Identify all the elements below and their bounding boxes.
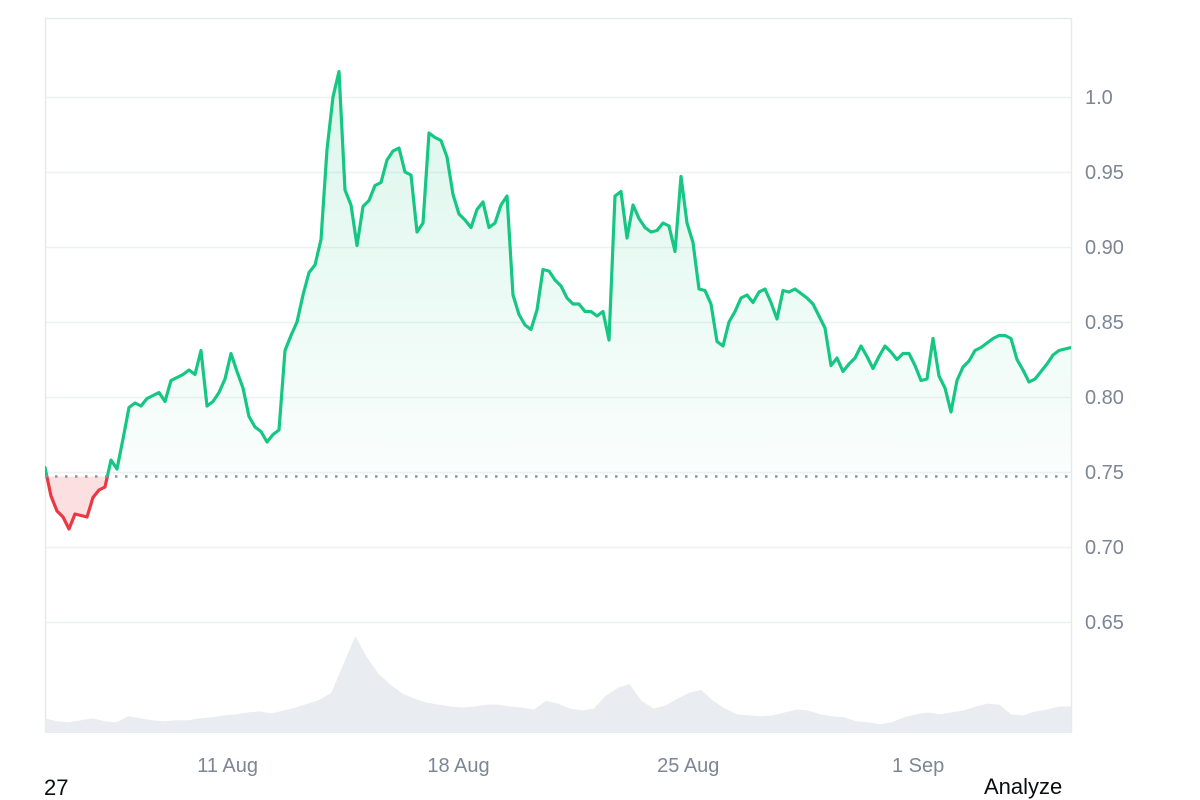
volume-area (45, 636, 1071, 733)
analyze-button[interactable]: Analyze (984, 774, 1063, 799)
price-line-up (45, 69, 1071, 477)
x-tick-label: 18 Aug (427, 755, 489, 777)
y-tick-label: 0.75 (1085, 462, 1124, 484)
y-tick-label: 0.85 (1085, 312, 1124, 334)
x-tick-label: 1 Sep (892, 755, 944, 777)
x-axis-labels: 11 Aug 18 Aug 25 Aug 1 Sep (197, 755, 944, 777)
plot-frame (44, 17, 1073, 733)
y-tick-label: 0.70 (1085, 537, 1124, 559)
y-tick-label: 1.0 (1085, 87, 1113, 109)
y-tick-label: 0.90 (1085, 237, 1124, 259)
y-tick-label: 0.95 (1085, 162, 1124, 184)
price-area-up (45, 71, 1071, 477)
bottom-left-text: 27 (44, 775, 69, 800)
x-tick-label: 25 Aug (657, 755, 719, 777)
y-tick-label: 0.80 (1085, 387, 1124, 409)
y-axis-labels: 1.0 0.95 0.90 0.85 0.80 0.75 0.70 0.65 (1085, 87, 1124, 634)
x-tick-label: 11 Aug (197, 755, 258, 777)
y-tick-label: 0.65 (1085, 612, 1124, 634)
